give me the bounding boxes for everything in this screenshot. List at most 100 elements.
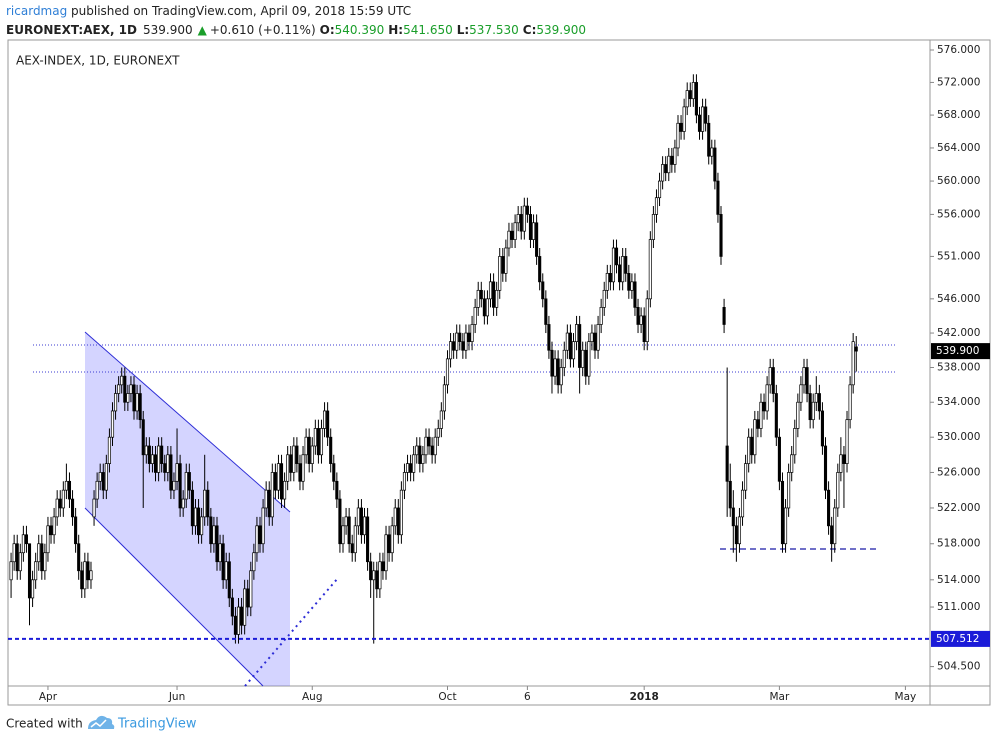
candle-body (86, 561, 90, 581)
candle-body (209, 516, 213, 545)
y-tick-label: 576.000 (937, 44, 980, 56)
candle-body (138, 393, 142, 421)
y-tick-label: 538.000 (937, 362, 980, 374)
candle-body (252, 552, 256, 572)
candle-body (541, 281, 545, 300)
candle-body (722, 307, 726, 325)
candle-body (492, 281, 496, 308)
author[interactable]: ricardmag (6, 4, 67, 18)
candle-body (399, 489, 403, 536)
ohlc-key: O: (320, 23, 335, 37)
candle-body (510, 230, 514, 240)
y-tick-label: 564.000 (937, 142, 980, 154)
candle-body (298, 463, 302, 482)
candle-body (227, 561, 231, 599)
candle-body (501, 256, 505, 274)
candle-body (482, 298, 486, 317)
candle-body (593, 332, 597, 351)
candle-body (369, 561, 373, 581)
candle-body (350, 543, 354, 554)
candle-body (568, 332, 572, 360)
candle-body (246, 588, 250, 608)
candle-body (531, 222, 536, 240)
candle-body (415, 445, 419, 456)
y-tick-label: 518.000 (937, 538, 980, 550)
candle-body (203, 489, 207, 518)
candle-body (777, 436, 781, 482)
candle-body (848, 384, 852, 421)
candle-body (187, 472, 191, 491)
candle-body (215, 525, 219, 563)
candle-body (519, 214, 523, 232)
candle-body (132, 384, 136, 412)
candle-body (292, 445, 296, 473)
candle-body (691, 82, 695, 100)
y-tick-label: 504.500 (937, 661, 980, 673)
candle-body (811, 401, 815, 421)
candle-body (667, 155, 671, 174)
candle-body (599, 307, 603, 325)
candle-body (356, 507, 360, 527)
candle-body (233, 615, 237, 635)
candle-body (458, 332, 462, 342)
candle-body (393, 507, 397, 527)
candle-body (581, 349, 585, 368)
candle-body (157, 445, 161, 473)
candle-body (578, 324, 582, 368)
candle-body (64, 480, 68, 491)
candle-body (61, 489, 65, 509)
candle-body (249, 570, 253, 608)
candle-body (618, 264, 622, 283)
candle-body (323, 410, 327, 429)
candle-body (433, 436, 437, 456)
candle-body (52, 516, 56, 536)
candle-body (163, 463, 167, 473)
candle-body (289, 454, 293, 473)
candle-body (633, 281, 637, 308)
logo[interactable] (88, 715, 115, 729)
footer-brand[interactable]: TradingView (117, 717, 197, 732)
candle-body (359, 507, 363, 536)
candle-body (639, 315, 643, 325)
candle-body (409, 463, 413, 473)
candle-body (40, 543, 44, 572)
candle-body (614, 247, 619, 266)
candle-body (784, 507, 788, 545)
candle-body (439, 410, 443, 429)
ohlc-value: 540.390 (335, 23, 385, 37)
candle-body (461, 341, 465, 351)
candle-body (488, 281, 493, 300)
symbol: EURONEXT:AEX, 1D (6, 23, 137, 37)
candle-body (107, 436, 111, 464)
candle-body (402, 472, 407, 491)
candle-body (808, 393, 812, 421)
symbol-line: EURONEXT:AEX, 1D 539.900 ▲ +0.610 (+0.11%) O… (6, 23, 586, 37)
candle-body (310, 445, 314, 464)
candle-body (787, 472, 791, 509)
candle-body (559, 367, 563, 386)
axes: 576.000 572.000 568.000 564.000 560.000 556.0… (8, 44, 990, 703)
candle-body (685, 90, 689, 108)
y-tick-label: 568.000 (937, 109, 980, 121)
candle-body (267, 489, 271, 518)
candle-body (753, 419, 757, 456)
candle-body (611, 247, 615, 283)
candle-body (405, 463, 410, 473)
candle-body (485, 298, 489, 317)
chart-frame (7, 39, 991, 706)
candle-body (418, 445, 422, 464)
footer-created: Created with (6, 717, 83, 731)
candle-body (55, 498, 59, 518)
candle-body (178, 463, 182, 509)
candle-body (212, 525, 216, 545)
candle-body (98, 472, 102, 482)
candle-body (21, 534, 25, 554)
y-tick-label: 572.000 (937, 76, 980, 88)
candle-body (347, 516, 351, 545)
candle-body (58, 498, 62, 509)
candle-body (673, 147, 677, 165)
candle-body (768, 367, 772, 386)
candle-body (129, 384, 133, 394)
candle-body (445, 358, 450, 386)
candle-body (833, 507, 837, 545)
